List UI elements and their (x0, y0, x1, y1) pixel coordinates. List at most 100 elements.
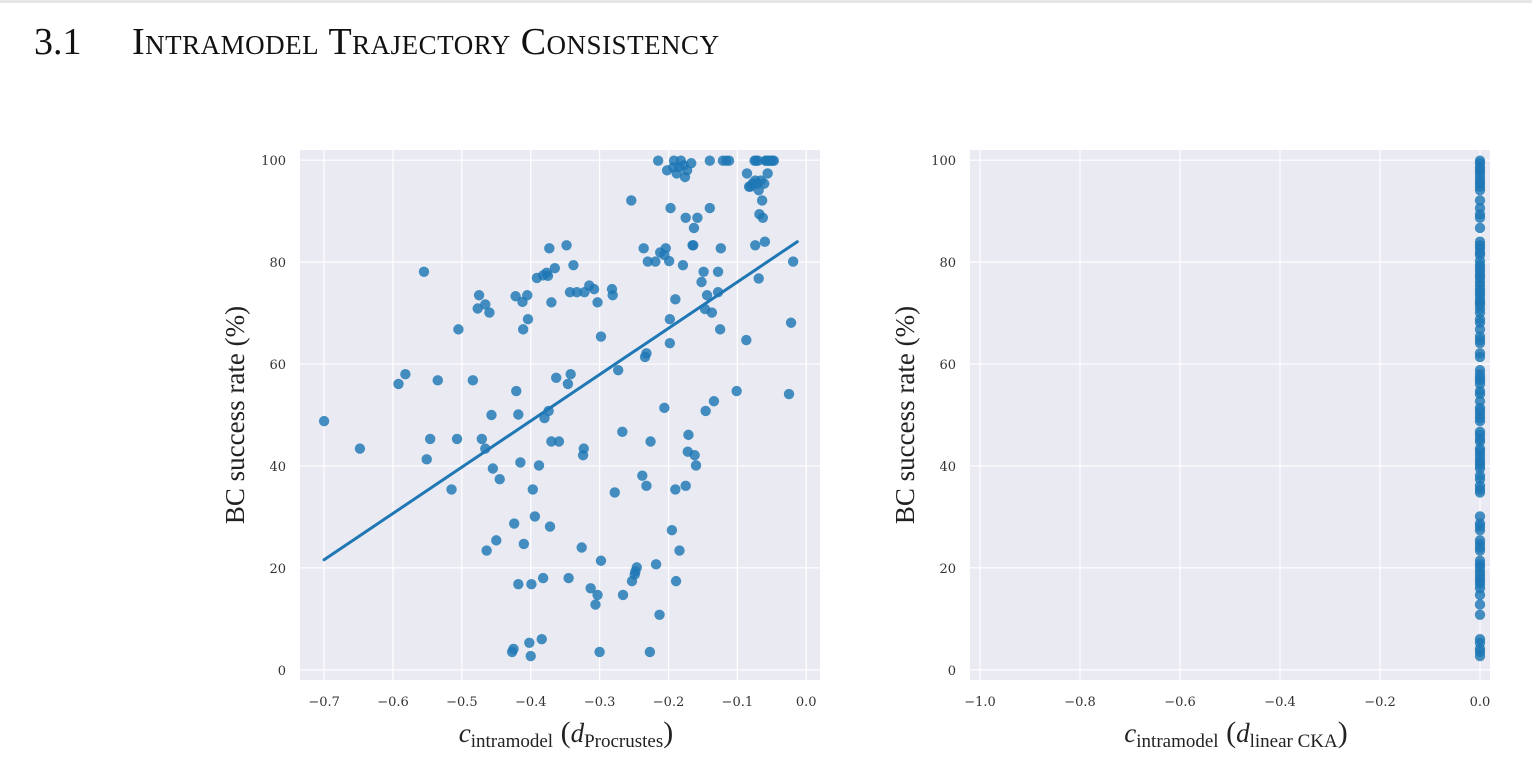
data-point (418, 266, 430, 277)
x-tick-label: −0.1 (722, 695, 754, 710)
x-axis-paren: ( (1219, 716, 1237, 749)
data-point (762, 168, 773, 179)
data-point (536, 634, 547, 645)
data-point (701, 290, 713, 301)
data-point (756, 195, 768, 206)
data-point (533, 460, 545, 471)
data-point (542, 270, 554, 282)
section-number: 3.1 (34, 21, 82, 63)
data-point (692, 212, 703, 223)
data-point (645, 436, 656, 447)
data-point (715, 243, 727, 254)
data-point (1474, 609, 1486, 620)
x-tick-label: −0.5 (446, 695, 478, 710)
x-tick-label: −0.7 (308, 695, 340, 710)
data-point (543, 405, 554, 417)
data-point (546, 436, 557, 447)
data-point (526, 578, 537, 590)
data-point (518, 538, 530, 550)
data-point (680, 480, 691, 492)
data-point (568, 259, 579, 271)
data-point (551, 372, 562, 383)
data-point (666, 524, 678, 536)
data-point (1474, 599, 1486, 610)
data-point (527, 484, 538, 495)
y-tick-label: 100 (261, 154, 286, 169)
data-point (723, 155, 735, 166)
y-axis-title: BC success rate (%) (890, 306, 920, 524)
data-point (652, 155, 664, 166)
data-point (664, 337, 676, 349)
data-point (513, 578, 524, 590)
y-tick-label: 20 (939, 562, 956, 577)
data-point (670, 575, 682, 587)
data-point (544, 521, 556, 532)
x-axis-var-subscript: intramodel (471, 731, 553, 752)
data-point (1474, 324, 1486, 335)
data-point (677, 259, 689, 271)
y-tick-label: 80 (939, 256, 956, 271)
data-point (1474, 650, 1486, 662)
data-point (665, 202, 676, 214)
data-point (1474, 524, 1486, 536)
data-point (595, 331, 607, 342)
data-point (706, 307, 718, 318)
data-point (473, 290, 485, 301)
data-point (741, 168, 753, 179)
data-point (424, 433, 436, 445)
data-point (480, 443, 491, 454)
data-point (670, 294, 681, 305)
x-axis-inner-var: d (1236, 718, 1250, 748)
x-tick-label: 0.0 (1470, 695, 1491, 710)
x-axis-title: cintramodel (dlinear CKA) (1124, 716, 1347, 752)
data-point (1474, 589, 1486, 601)
data-point (588, 283, 600, 295)
data-point (432, 375, 443, 386)
y-tick-label: 20 (269, 562, 286, 577)
y-tick-label: 60 (269, 358, 286, 373)
data-point (783, 388, 795, 400)
data-point (453, 324, 464, 335)
data-point (641, 348, 652, 359)
data-point (642, 256, 654, 267)
data-point (565, 369, 576, 380)
chart-panel-1: −0.7 −0.6 −0.5 −0.4 −0.3 −0.2 −0.1 0.0 0 20 40 60 80… (220, 150, 820, 752)
data-point (617, 426, 628, 438)
data-point (650, 559, 662, 570)
data-point (704, 202, 716, 214)
data-point (563, 572, 574, 584)
x-axis-paren: ( (553, 716, 571, 749)
y-tick-label: 40 (269, 460, 286, 475)
data-point (451, 433, 463, 445)
data-point (650, 256, 661, 267)
y-tick-label: 100 (931, 154, 956, 169)
data-point (700, 405, 711, 417)
x-axis-inner-subscript: linear CKA (1250, 731, 1338, 752)
data-point (421, 454, 432, 465)
data-point (741, 334, 752, 346)
data-point (393, 378, 404, 390)
data-point (659, 402, 670, 414)
data-point (318, 415, 330, 427)
data-point (637, 470, 648, 481)
data-point (1474, 351, 1486, 363)
data-point (476, 433, 488, 445)
x-tick-label: −0.2 (1364, 695, 1396, 710)
data-point (1474, 436, 1486, 447)
x-axis-inner-subscript: Procrustes (584, 731, 663, 752)
data-point (594, 646, 605, 658)
data-point (688, 222, 700, 234)
x-axis-paren: ) (1338, 716, 1348, 749)
data-point (522, 290, 533, 301)
x-tick-label: −0.6 (1164, 695, 1196, 710)
data-point (1474, 195, 1486, 206)
data-point (612, 364, 624, 376)
data-point (683, 429, 694, 441)
data-point (525, 650, 536, 662)
data-point (553, 436, 565, 447)
data-point (510, 291, 521, 302)
data-point (487, 463, 499, 474)
data-point (508, 643, 519, 655)
data-point (686, 158, 697, 169)
y-tick-label: 80 (269, 256, 286, 271)
